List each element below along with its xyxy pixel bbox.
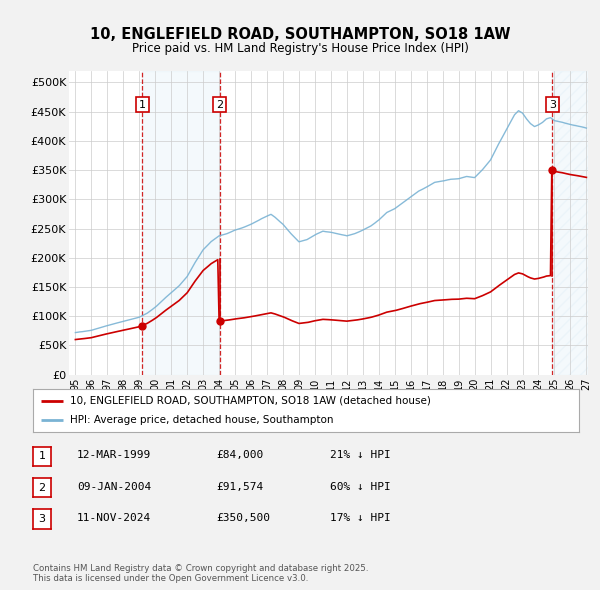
Text: 1: 1	[38, 451, 46, 461]
Text: 10, ENGLEFIELD ROAD, SOUTHAMPTON, SO18 1AW (detached house): 10, ENGLEFIELD ROAD, SOUTHAMPTON, SO18 1…	[70, 396, 431, 406]
Text: £91,574: £91,574	[216, 482, 263, 491]
Text: HPI: Average price, detached house, Southampton: HPI: Average price, detached house, Sout…	[70, 415, 334, 425]
Text: 2: 2	[216, 100, 223, 110]
Text: 2: 2	[38, 483, 46, 493]
Bar	[142, 71, 220, 375]
Text: 10, ENGLEFIELD ROAD, SOUTHAMPTON, SO18 1AW: 10, ENGLEFIELD ROAD, SOUTHAMPTON, SO18 1…	[90, 27, 510, 42]
Text: 3: 3	[38, 514, 46, 524]
Text: £350,500: £350,500	[216, 513, 270, 523]
Text: 09-JAN-2004: 09-JAN-2004	[77, 482, 151, 491]
Text: 3: 3	[549, 100, 556, 110]
Text: 17% ↓ HPI: 17% ↓ HPI	[330, 513, 391, 523]
Bar	[552, 71, 588, 375]
Text: £84,000: £84,000	[216, 451, 263, 460]
Text: 60% ↓ HPI: 60% ↓ HPI	[330, 482, 391, 491]
Text: 12-MAR-1999: 12-MAR-1999	[77, 451, 151, 460]
Text: 1: 1	[139, 100, 146, 110]
Text: Contains HM Land Registry data © Crown copyright and database right 2025.
This d: Contains HM Land Registry data © Crown c…	[33, 563, 368, 583]
Text: 11-NOV-2024: 11-NOV-2024	[77, 513, 151, 523]
Text: Price paid vs. HM Land Registry's House Price Index (HPI): Price paid vs. HM Land Registry's House …	[131, 42, 469, 55]
Text: 21% ↓ HPI: 21% ↓ HPI	[330, 451, 391, 460]
